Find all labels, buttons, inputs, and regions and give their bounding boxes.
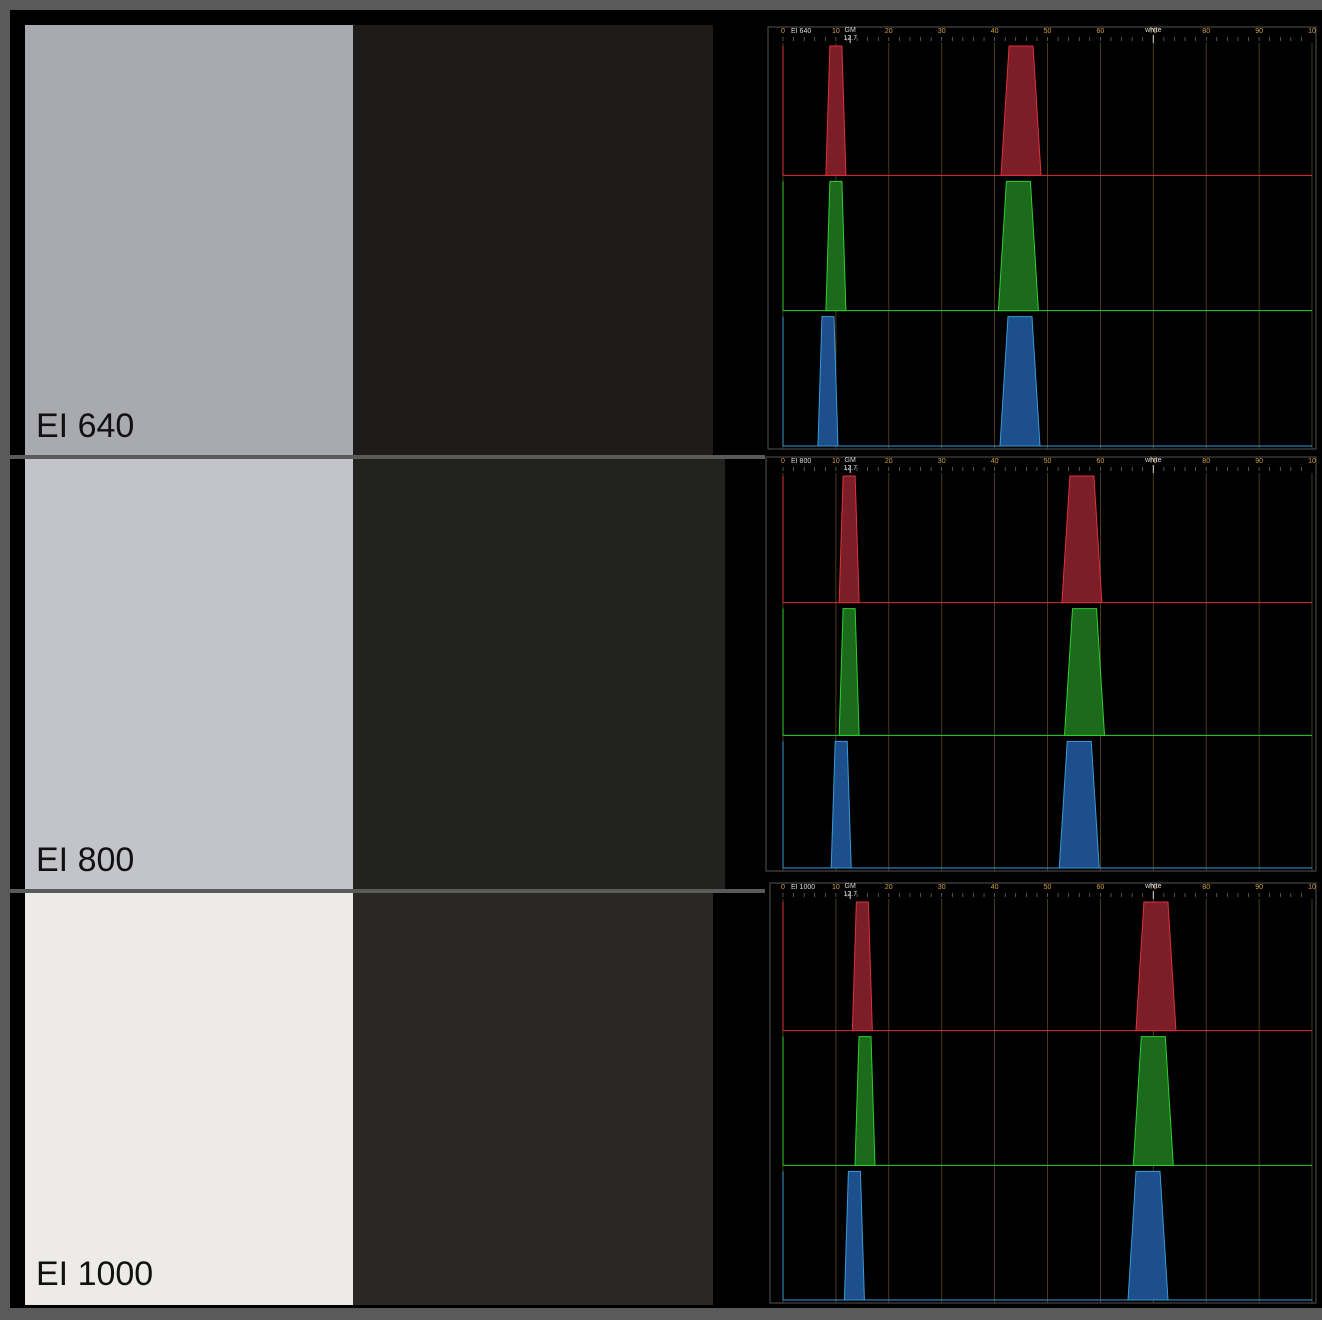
x-tick-label: 80	[1202, 458, 1210, 465]
x-tick-label: 90	[1255, 28, 1263, 35]
grey-card	[25, 893, 353, 1305]
exposure-label: EI 1000	[36, 1255, 153, 1293]
x-tick-label: 30	[938, 884, 946, 891]
histogram-title: EI 640	[791, 28, 811, 35]
marker-value: 12.7	[843, 891, 857, 898]
separator	[10, 889, 765, 893]
marker-value: 12.7	[843, 465, 857, 472]
marker-label: GM	[845, 883, 856, 890]
x-tick-label: 40	[991, 458, 999, 465]
histogram-peak	[818, 317, 838, 446]
marker-label: white	[1144, 27, 1161, 34]
dark-card	[353, 893, 713, 1305]
x-tick-label: 10	[1308, 458, 1316, 465]
grey-card	[25, 459, 353, 891]
histogram-peak	[855, 1037, 875, 1166]
separator	[10, 455, 765, 459]
exposure-label: EI 800	[36, 841, 134, 879]
marker-label: white	[1144, 457, 1161, 464]
x-tick-label: 40	[991, 884, 999, 891]
marker-value: 12.7	[843, 35, 857, 42]
histogram-peak	[852, 902, 872, 1031]
x-tick-label: 50	[1044, 884, 1052, 891]
x-tick-label: 10	[832, 884, 840, 891]
x-tick-label: 40	[991, 28, 999, 35]
x-tick-label: 20	[885, 884, 893, 891]
x-tick-label: 80	[1202, 28, 1210, 35]
histogram-peak	[839, 609, 859, 736]
exposure-label: EI 640	[36, 407, 134, 445]
histogram-title: EI 800	[791, 458, 811, 465]
histogram-title: EI 1000	[791, 884, 815, 891]
x-tick-label: 10	[1308, 28, 1316, 35]
x-tick-label: 30	[938, 28, 946, 35]
x-tick-label: 10	[1308, 884, 1316, 891]
dark-card	[353, 25, 713, 457]
histogram-peak	[831, 741, 851, 868]
x-tick-label: 50	[1044, 458, 1052, 465]
x-tick-label: 30	[938, 458, 946, 465]
histogram-peak	[839, 476, 859, 603]
grey-card	[25, 25, 353, 457]
x-tick-label: 60	[1097, 28, 1105, 35]
x-tick-label: 90	[1255, 884, 1263, 891]
x-tick-label: 20	[885, 28, 893, 35]
x-tick-label: 60	[1097, 884, 1105, 891]
x-tick-label: 10	[832, 28, 840, 35]
histogram-peak	[826, 181, 846, 310]
page: EI 640010203040506070809010EI 640GM12.7w…	[0, 0, 1322, 1320]
marker-label: GM	[845, 457, 856, 464]
x-tick-label: 90	[1255, 458, 1263, 465]
marker-label: white	[1144, 883, 1161, 890]
composite: EI 640010203040506070809010EI 640GM12.7w…	[0, 0, 1322, 1315]
x-tick-label: 0	[781, 458, 785, 465]
marker-label: GM	[845, 27, 856, 34]
x-tick-label: 80	[1202, 884, 1210, 891]
x-tick-label: 0	[781, 28, 785, 35]
histogram-box	[768, 27, 1316, 449]
histogram-peak	[826, 46, 846, 175]
x-tick-label: 0	[781, 884, 785, 891]
x-tick-label: 10	[832, 458, 840, 465]
x-tick-label: 20	[885, 458, 893, 465]
histogram-peak	[844, 1171, 864, 1300]
x-tick-label: 50	[1044, 28, 1052, 35]
dark-card	[353, 459, 725, 891]
x-tick-label: 60	[1097, 458, 1105, 465]
